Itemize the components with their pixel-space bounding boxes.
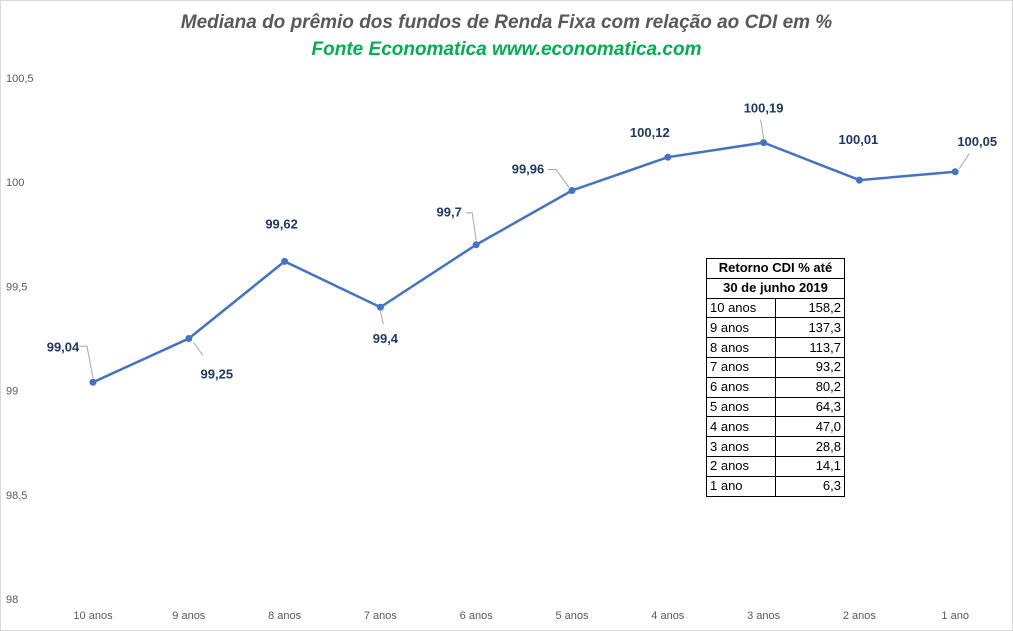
y-tick-label: 98	[6, 594, 18, 606]
table-cell-return: 158,2	[775, 297, 845, 319]
table-row: 1 ano 6,3	[706, 475, 845, 497]
table-row: 2 anos 14,1	[706, 455, 845, 477]
label-leader-line	[466, 212, 477, 241]
table-row: 9 anos 137,3	[706, 317, 845, 339]
table-row: 6 anos 80,2	[706, 376, 845, 398]
table-cell-return: 80,2	[775, 376, 845, 398]
data-label: 99,62	[265, 216, 298, 231]
table-cell-period: 7 anos	[706, 356, 776, 378]
table-cell-period: 9 anos	[706, 317, 776, 339]
data-point	[185, 335, 193, 342]
data-label: 100,05	[957, 134, 997, 149]
data-points	[89, 139, 959, 386]
table-header-line1: Retorno CDI % até	[706, 258, 845, 279]
data-point	[89, 378, 97, 386]
label-leader-line	[548, 169, 570, 188]
cdi-return-table: Retorno CDI % até 30 de junho 2019 10 an…	[706, 258, 845, 497]
table-cell-period: 2 anos	[706, 455, 776, 477]
data-point	[281, 257, 289, 265]
x-tick-label: 1 ano	[941, 610, 969, 622]
table-cell-period: 10 anos	[706, 297, 776, 319]
chart-subtitle: Fonte Economatica www.economatica.com	[311, 39, 702, 60]
data-label: 100,19	[744, 101, 784, 116]
x-tick-label: 5 anos	[555, 610, 589, 622]
x-tick-label: 6 anos	[460, 610, 494, 622]
label-leader-line	[79, 345, 94, 379]
data-point	[951, 168, 959, 176]
data-label: 99,96	[512, 162, 545, 177]
table-cell-period: 1 ano	[706, 475, 776, 497]
table-cell-period: 3 anos	[706, 436, 776, 457]
table-cell-return: 6,3	[775, 475, 845, 497]
data-point	[376, 303, 384, 311]
y-tick-label: 99,5	[6, 281, 27, 293]
table-cell-period: 5 anos	[706, 396, 776, 418]
table-row: 10 anos 158,2	[706, 297, 845, 319]
x-tick-label: 8 anos	[268, 610, 302, 622]
table-cell-return: 93,2	[775, 356, 845, 378]
table-header-line2: 30 de junho 2019	[706, 277, 845, 299]
y-tick-label: 99	[6, 386, 18, 398]
table-row: 5 anos 64,3	[706, 396, 845, 418]
x-tick-label: 7 anos	[364, 610, 398, 622]
table-cell-return: 137,3	[775, 317, 845, 339]
table-cell-period: 6 anos	[706, 376, 776, 398]
data-point	[472, 241, 480, 249]
label-leader-line	[193, 342, 204, 356]
table-row: 7 anos 93,2	[706, 356, 845, 378]
y-tick-label: 100,5	[6, 73, 34, 85]
table-row: 3 anos 28,8	[706, 436, 845, 457]
table-cell-return: 14,1	[775, 455, 845, 477]
table-cell-return: 64,3	[775, 396, 845, 418]
series-line	[92, 141, 956, 384]
table-cell-period: 4 anos	[706, 416, 776, 438]
data-label: 99,04	[47, 339, 80, 354]
table-cell-period: 8 anos	[706, 337, 776, 358]
data-label: 99,7	[437, 205, 462, 220]
data-point	[664, 153, 672, 161]
x-axis: 10 anos 9 anos 8 anos 7 anos 6 anos 5 anos 4 a…	[73, 610, 969, 622]
label-leader-line	[379, 311, 384, 325]
data-label: 100,12	[630, 125, 670, 140]
table-row: 4 anos 47,0	[706, 416, 845, 438]
table-cell-return: 113,7	[775, 337, 845, 358]
data-point	[855, 176, 863, 184]
label-leader-lines	[79, 119, 970, 379]
y-tick-label: 100	[6, 177, 24, 189]
data-labels: 99,04 99,25 99,62 99,4 99,7 99,96 100,12 100,19…	[47, 101, 997, 382]
data-label: 100,01	[839, 132, 879, 147]
x-tick-label: 3 anos	[747, 610, 781, 622]
chart-title: Mediana do prêmio dos fundos de Renda Fi…	[180, 12, 833, 33]
label-leader-line	[760, 119, 765, 139]
table-row: 8 anos 113,7	[706, 337, 845, 358]
data-point	[760, 139, 768, 147]
x-tick-label: 2 anos	[843, 610, 877, 622]
data-label: 99,4	[373, 331, 399, 346]
table-cell-return: 28,8	[775, 436, 845, 457]
x-tick-label: 10 anos	[73, 610, 113, 622]
y-axis: 98 98,5 99 99,5 100 100,5	[6, 73, 34, 606]
y-tick-label: 98,5	[6, 490, 27, 502]
label-leader-line	[958, 153, 970, 170]
x-tick-label: 4 anos	[651, 610, 685, 622]
x-tick-label: 9 anos	[172, 610, 206, 622]
data-label: 99,25	[201, 367, 234, 382]
table-cell-return: 47,0	[775, 416, 845, 438]
data-point	[568, 187, 576, 195]
